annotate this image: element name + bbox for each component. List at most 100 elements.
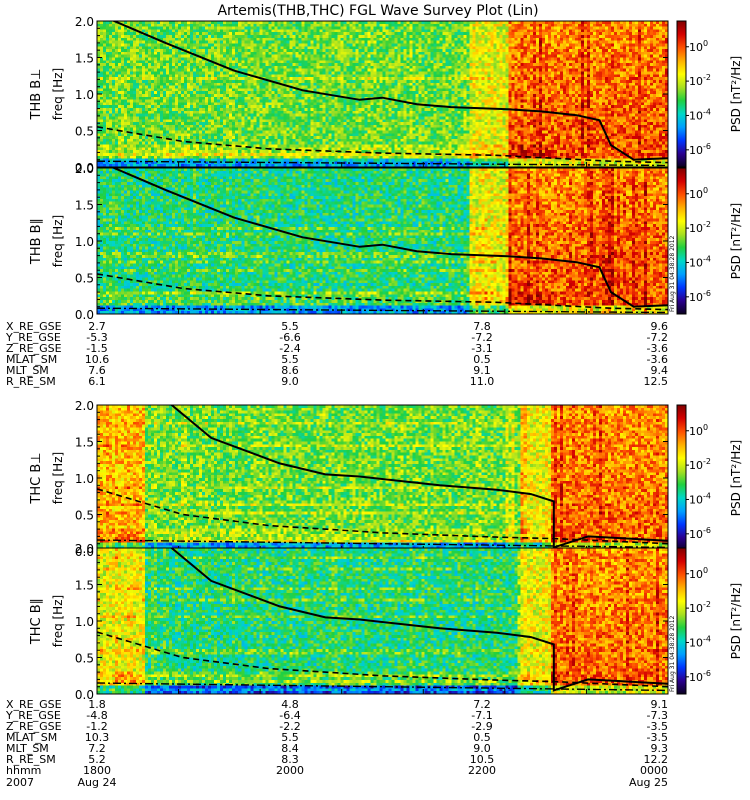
colorbar-tick-label: 10-2 xyxy=(689,457,711,472)
colorbar-tick-label: 10-6 xyxy=(689,142,711,157)
colorbar-label: PSD [nT²/Hz] xyxy=(729,583,743,659)
colorbar-tick-label: 100 xyxy=(689,566,708,581)
y-tick-label: 2.0 xyxy=(75,15,94,29)
spectrogram-image xyxy=(97,21,668,167)
y-tick-label: 2.0 xyxy=(75,399,94,413)
colorbar-gradient xyxy=(676,547,687,695)
ephemeris-tables: X_RE_GSE 2.7 5.5 7.8 9.6 Y_RE_GSE -5.3 -6.6 -7.2… xyxy=(5,320,668,789)
ephemeris-label: Y_RE_GSE xyxy=(5,709,61,722)
y-tick-label: 0.5 xyxy=(75,509,94,523)
panel-ylabel: THB B∥ xyxy=(29,218,44,265)
y-tick-label: 1.0 xyxy=(75,615,94,629)
ephemeris-value: 9.3 xyxy=(651,742,669,755)
ephemeris-value: 7.6 xyxy=(88,364,106,377)
spectrogram-image xyxy=(97,405,668,551)
ephemeris-value: -3.6 xyxy=(647,342,668,355)
ephemeris-value: -1.5 xyxy=(86,342,107,355)
ephemeris-label: MLT_SM xyxy=(6,742,49,755)
ephemeris-value: 9.1 xyxy=(473,364,491,377)
ephemeris-value: 8.3 xyxy=(281,753,299,766)
time-tick-label: 2200 xyxy=(468,764,496,777)
year-label: 2007 xyxy=(6,776,34,789)
y-tick-label: 0.5 xyxy=(75,125,94,139)
time-tick-label: 0000 xyxy=(640,764,668,777)
ephemeris-value: 9.0 xyxy=(473,742,491,755)
ephemeris-value: -7.1 xyxy=(471,709,492,722)
ephemeris-value: 9.1 xyxy=(651,698,669,711)
ephemeris-value: -3.1 xyxy=(471,342,492,355)
ephemeris-label: Y_RE_GSE xyxy=(5,331,61,344)
date-label: Aug 24 xyxy=(78,776,117,789)
time-tick-label: 2000 xyxy=(276,764,304,777)
panel-unit: freq [Hz] xyxy=(51,452,65,504)
colorbar-tick-label: 100 xyxy=(689,186,708,201)
colorbar-tick-label: 10-2 xyxy=(689,220,711,235)
panel-thb-perp: 0.0 0.5 1.0 1.5 2.0 THB B⊥ freq [Hz] xyxy=(29,15,669,175)
ephemeris-value: -7.2 xyxy=(471,331,492,344)
y-tick-label: 1.5 xyxy=(75,52,94,66)
ephemeris-value: 0.5 xyxy=(473,731,491,744)
ephemeris-value: 9.6 xyxy=(651,320,669,333)
panel-ylabel: THC B∥ xyxy=(29,598,44,645)
ephemeris-value: 8.4 xyxy=(281,742,299,755)
ephemeris-value: 7.8 xyxy=(473,320,491,333)
gyrofrequency-curve xyxy=(170,405,668,549)
ephemeris-value: -2.9 xyxy=(471,720,492,733)
ephemeris-value: -6.4 xyxy=(279,709,300,722)
time-tick-label: 1800 xyxy=(83,764,111,777)
colorbar-tick-label: 100 xyxy=(689,423,708,438)
colorbar-gradient xyxy=(676,20,687,168)
ephemeris-thb: X_RE_GSE 2.7 5.5 7.8 9.6 Y_RE_GSE -5.3 -6.6 -7.2… xyxy=(5,320,668,388)
ephemeris-value: -4.8 xyxy=(86,709,107,722)
colorbar-tick-label: 10-6 xyxy=(689,289,711,304)
ephemeris-thc: X_RE_GSE 1.8 4.8 7.2 9.1 Y_RE_GSE -4.8 -6.4 -7.1… xyxy=(5,698,668,766)
ephemeris-label: Z_RE_GSE xyxy=(6,342,62,355)
ephemeris-value: 4.8 xyxy=(281,698,299,711)
y-tick-label: 0.0 xyxy=(75,308,94,322)
dashdot-curve xyxy=(97,307,668,314)
ephemeris-value: -3.5 xyxy=(647,720,668,733)
colorbar-tick-label: 100 xyxy=(689,39,708,54)
ephemeris-value: 7.2 xyxy=(88,742,106,755)
ephemeris-value: -5.3 xyxy=(86,331,107,344)
colorbar-label: PSD [nT²/Hz] xyxy=(729,203,743,279)
ephemeris-value: -2.4 xyxy=(279,342,300,355)
colorbar: 100 10-2 10-4 10-6 PSD [nT²/Hz] xyxy=(676,404,743,552)
colorbar: 100 10-2 10-4 10-6 PSD [nT²/Hz] xyxy=(676,20,743,168)
y-tick-label: 0.5 xyxy=(75,652,94,666)
ephemeris-value: 2.7 xyxy=(88,320,106,333)
ephemeris-label: X_RE_GSE xyxy=(6,320,62,333)
panel-thb-par: 0.0 0.5 1.0 1.5 2.0 THB B∥ freq [Hz] xyxy=(29,162,669,322)
ephemeris-value: -3.5 xyxy=(647,731,668,744)
plot-title: Artemis(THB,THC) FGL Wave Survey Plot (L… xyxy=(217,3,538,19)
date-stamp: Fri Aug 31 04:38:28 2012 xyxy=(669,235,676,312)
ephemeris-value: 8.6 xyxy=(281,364,299,377)
ephemeris-value: 10.5 xyxy=(470,753,495,766)
dashdot-curve xyxy=(97,682,668,692)
panel-thc-perp: 0.0 0.5 1.0 1.5 2.0 THC B⊥ freq [Hz] xyxy=(29,399,669,559)
dashed-curve xyxy=(97,273,668,311)
ephemeris-label: X_RE_GSE xyxy=(6,698,62,711)
ephemeris-label: Z_RE_GSE xyxy=(6,720,62,733)
dashed-curve xyxy=(97,126,668,164)
y-tick-label: 1.5 xyxy=(75,436,94,450)
time-row-label: hhmm xyxy=(6,764,41,777)
ephemeris-label: R_RE_SM xyxy=(6,753,56,766)
ephemeris-value: 10.3 xyxy=(85,731,110,744)
panel-ylabel: THC B⊥ xyxy=(29,452,44,504)
ephemeris-label: MLT_SM xyxy=(6,364,49,377)
ephemeris-value: -7.2 xyxy=(647,331,668,344)
panel-unit: freq [Hz] xyxy=(51,595,65,647)
colorbar-tick-label: 10-4 xyxy=(689,107,711,122)
dashdot-curve xyxy=(97,160,668,167)
y-tick-label: 0.5 xyxy=(75,272,94,286)
colorbar: 100 10-2 10-4 10-6 PSD [nT²/Hz] xyxy=(676,547,743,695)
ephemeris-label: MLAT_SM xyxy=(6,731,57,744)
spectrogram-image xyxy=(97,168,668,314)
y-tick-label: 2.0 xyxy=(75,162,94,176)
y-tick-label: 0.0 xyxy=(75,688,94,702)
colorbar-label: PSD [nT²/Hz] xyxy=(729,440,743,516)
date-stamps: Fri Aug 31 04:38:28 2012 Fri Aug 31 04:38… xyxy=(669,235,676,692)
date-stamp: Fri Aug 31 04:38:28 2012 xyxy=(669,615,676,692)
